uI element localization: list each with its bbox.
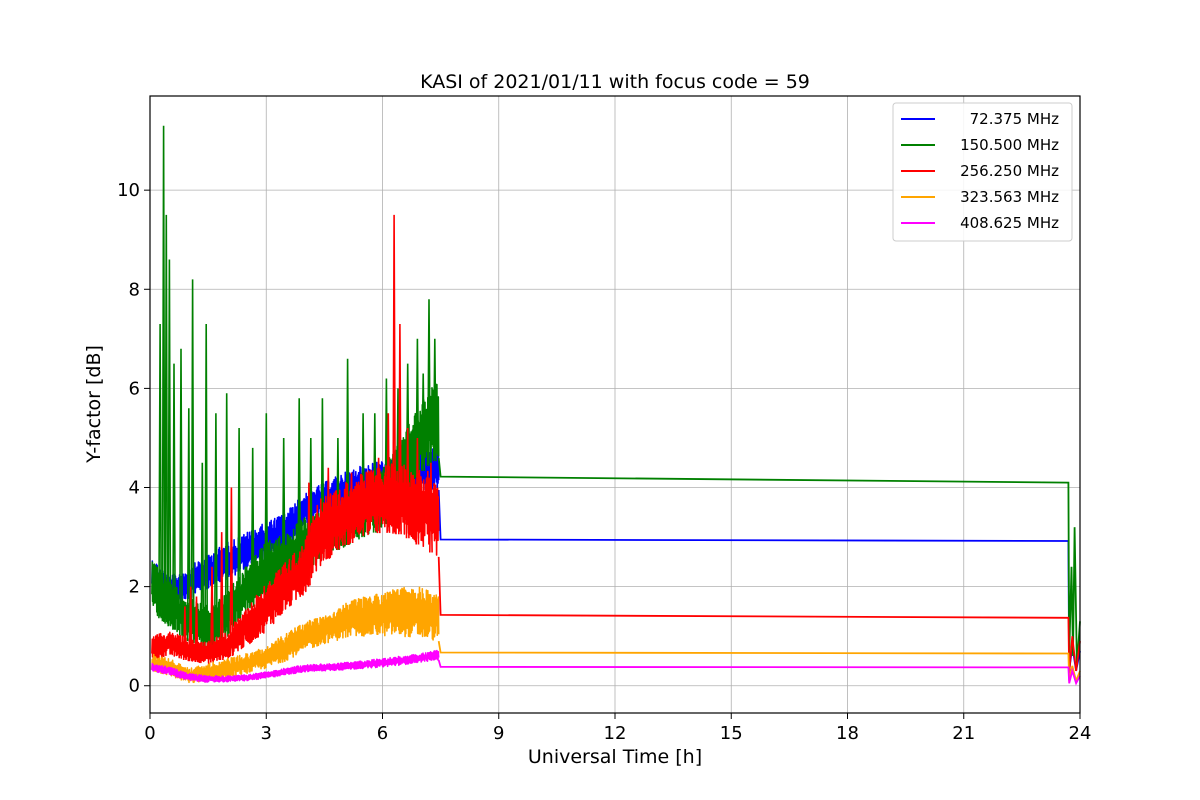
series-spike bbox=[250, 447, 255, 607]
series-spike bbox=[349, 472, 354, 544]
legend-label: 323.563 MHz bbox=[960, 188, 1059, 206]
series-band-line bbox=[151, 463, 440, 664]
series-spike bbox=[219, 532, 224, 661]
y-tick-label: 10 bbox=[117, 180, 140, 201]
series-spike bbox=[182, 606, 187, 661]
x-tick-label: 6 bbox=[377, 723, 388, 744]
series-spike bbox=[167, 259, 172, 627]
series-spike bbox=[386, 413, 391, 533]
chart-title: KASI of 2021/01/11 with focus code = 59 bbox=[420, 71, 810, 93]
x-axis-label: Universal Time [h] bbox=[528, 746, 702, 768]
x-tick-label: 24 bbox=[1069, 723, 1092, 744]
series-spike bbox=[432, 338, 437, 462]
series-spike bbox=[405, 427, 410, 539]
y-tick-label: 6 bbox=[129, 378, 140, 399]
series-spike bbox=[427, 299, 431, 467]
series-spike bbox=[161, 125, 166, 622]
legend-box bbox=[892, 102, 1073, 242]
series-spike bbox=[326, 467, 331, 559]
series-spike bbox=[376, 457, 381, 534]
x-tick-label: 15 bbox=[720, 723, 743, 744]
series-spike bbox=[415, 338, 420, 478]
series-spike bbox=[392, 214, 397, 534]
series-spike bbox=[297, 398, 302, 577]
series-line bbox=[437, 659, 1081, 686]
x-tick-label: 12 bbox=[604, 723, 627, 744]
series-band-line bbox=[151, 649, 440, 683]
y-tick-label: 0 bbox=[129, 676, 140, 697]
series-spike bbox=[281, 437, 286, 588]
series-spike bbox=[179, 348, 183, 636]
series-spike bbox=[429, 462, 433, 553]
series-4 bbox=[151, 649, 1081, 686]
y-tick-label: 2 bbox=[129, 577, 140, 598]
legend-label: 408.625 MHz bbox=[960, 214, 1059, 232]
series-spike bbox=[190, 279, 195, 644]
series-band-line bbox=[151, 586, 440, 684]
series-spike bbox=[264, 413, 269, 597]
series-spike bbox=[229, 487, 234, 657]
series-spike bbox=[237, 427, 242, 622]
series-line bbox=[437, 457, 1081, 666]
series-spike bbox=[200, 462, 205, 649]
legend-label: 72.375 MHz bbox=[970, 110, 1059, 128]
series-spike bbox=[164, 214, 169, 624]
series-spike bbox=[306, 482, 311, 586]
x-tick-label: 0 bbox=[144, 723, 155, 744]
legend-label: 150.500 MHz bbox=[960, 136, 1059, 154]
series-spike bbox=[186, 408, 191, 642]
series-spike bbox=[224, 393, 229, 637]
legend: 72.375 MHz 150.500 MHz 256.250 MHz 323.563 … bbox=[892, 102, 1073, 242]
series-spike bbox=[213, 413, 218, 646]
series-spike bbox=[194, 596, 199, 663]
x-tick-label: 21 bbox=[952, 723, 975, 744]
plot-area bbox=[151, 125, 1081, 686]
series-spike bbox=[345, 358, 350, 546]
series-spike bbox=[188, 586, 193, 662]
series-spike bbox=[421, 373, 426, 472]
y-tick-label: 4 bbox=[129, 478, 140, 499]
series-spike bbox=[210, 566, 214, 663]
y-axis-label: Y-factor [dB] bbox=[83, 345, 105, 464]
x-tick-label: 3 bbox=[261, 723, 272, 744]
series-spike bbox=[158, 323, 162, 619]
x-axis-ticks: 0 3 6 9 12 15 18 21 24 bbox=[144, 713, 1091, 744]
series-spike bbox=[398, 323, 402, 535]
y-tick-label: 8 bbox=[129, 279, 140, 300]
x-tick-label: 9 bbox=[493, 723, 504, 744]
legend-label: 256.250 MHz bbox=[960, 162, 1059, 180]
y-axis-ticks: 0 2 4 6 8 10 bbox=[117, 180, 150, 697]
series-spike bbox=[172, 363, 176, 630]
series-spike bbox=[204, 323, 209, 651]
x-tick-label: 18 bbox=[836, 723, 859, 744]
series-spike bbox=[415, 437, 420, 545]
